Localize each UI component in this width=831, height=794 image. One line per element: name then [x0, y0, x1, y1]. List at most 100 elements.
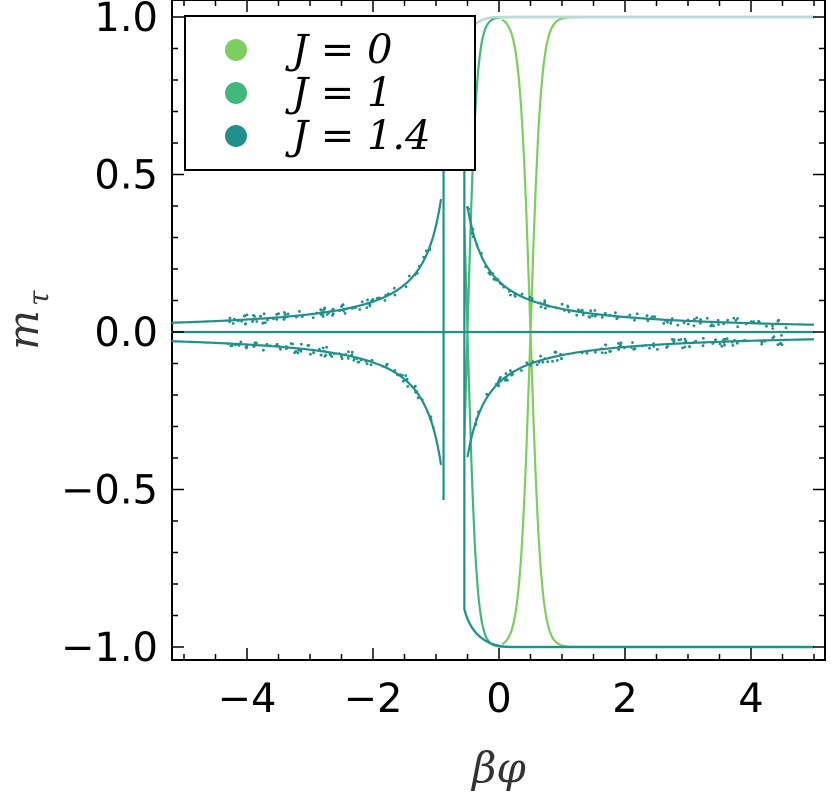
scatter-point [587, 315, 591, 318]
scatter-point [392, 286, 396, 290]
scatter-point [686, 318, 690, 322]
scatter-point [340, 355, 343, 358]
scatter-point [350, 306, 354, 310]
scatter-point [616, 315, 620, 319]
scatter-point [652, 342, 655, 345]
series-j0-lower [501, 18, 814, 649]
scatter-point [701, 336, 705, 340]
scatter-point [285, 315, 289, 319]
scatter-point [286, 312, 290, 316]
scatter-point [350, 353, 354, 357]
legend: J = 0 J = 1 J = 1.4 [184, 15, 476, 171]
scatter-point [614, 311, 617, 315]
scatter-point [476, 410, 480, 414]
scatter-point [494, 382, 498, 386]
scatter-point [672, 338, 676, 341]
scatter-point [254, 341, 258, 345]
scatter-point [538, 301, 542, 305]
scatter-point [338, 352, 341, 356]
scatter-point [226, 342, 230, 345]
scatter-point [619, 341, 623, 345]
scatter-point [467, 207, 471, 211]
scatter-point [366, 298, 369, 302]
scatter-point [325, 345, 328, 349]
scatter-point [506, 378, 509, 382]
scatter-point [470, 232, 474, 235]
scatter-point [429, 418, 433, 422]
scatter-point [581, 313, 585, 317]
scatter-point [760, 342, 764, 346]
scatter-point [355, 357, 359, 361]
scatter-point [631, 341, 634, 344]
scatter-point [635, 312, 639, 316]
scatter-point [416, 396, 420, 400]
scatter-point [404, 285, 408, 289]
scatter-point [772, 335, 776, 338]
scatter-point [625, 315, 629, 319]
scatter-point [543, 357, 547, 361]
scatter-point [567, 310, 571, 314]
scatter-point [776, 343, 780, 347]
scatter-point [699, 318, 702, 321]
scatter-point [275, 318, 279, 321]
scatter-point [617, 348, 620, 351]
scatter-point [504, 372, 508, 375]
legend-label-j14: J = 1.4 [285, 113, 431, 159]
scatter-point [306, 344, 310, 347]
scatter-point [735, 341, 739, 345]
scatter-point [684, 339, 688, 343]
scatter-point [360, 300, 364, 304]
scatter-point [712, 340, 716, 344]
scatter-point [510, 373, 514, 377]
scatter-point [651, 315, 654, 318]
scatter-point [537, 360, 541, 364]
scatter-point [648, 346, 651, 350]
scatter-point [736, 325, 740, 329]
scatter-point [252, 313, 255, 317]
series-j14-step-down [463, 168, 814, 649]
curves [171, 15, 814, 649]
scatter-point [695, 316, 699, 320]
scatter-point [370, 358, 374, 362]
scatter-point [420, 398, 424, 402]
scatter-point [613, 314, 617, 318]
scatter-point [365, 362, 369, 366]
scatter-point [600, 347, 603, 351]
scatter-point [563, 309, 566, 312]
scatter-point [245, 344, 249, 348]
scatter-point [484, 265, 488, 269]
scatter-point [404, 374, 408, 377]
scatter-point [322, 308, 325, 312]
scatter-point [722, 341, 726, 344]
scatter-point [277, 345, 281, 348]
scatter-point [733, 338, 736, 342]
scatter-point [424, 249, 428, 253]
scatter-point [432, 426, 435, 430]
scatter-point [331, 314, 334, 317]
scatter-point [682, 321, 686, 325]
scatter-point [666, 320, 669, 324]
scatter-point [629, 345, 633, 349]
y-tick-label: 1.0 [94, 0, 158, 41]
scatter-point [414, 390, 417, 394]
scatter-point [338, 309, 341, 313]
scatter-point [321, 346, 325, 350]
scatter-point [757, 319, 761, 323]
scatter-point [632, 347, 636, 351]
scatter-point [683, 345, 687, 349]
scatter-point [577, 308, 580, 312]
scatter-point [585, 351, 589, 355]
scatter-point [311, 348, 315, 352]
scatter-point [311, 316, 315, 319]
scatter-point [741, 339, 745, 343]
scatter-point [315, 311, 318, 315]
scatter-point [676, 323, 680, 327]
svg-text:τ: τ [22, 290, 55, 306]
scatter-point [385, 362, 389, 366]
scatter-point [701, 344, 705, 347]
scatter-point [352, 358, 356, 362]
scatter-point [252, 318, 256, 321]
scatter-point [686, 322, 690, 326]
scatter-point [554, 306, 558, 310]
scatter-point [232, 317, 236, 321]
